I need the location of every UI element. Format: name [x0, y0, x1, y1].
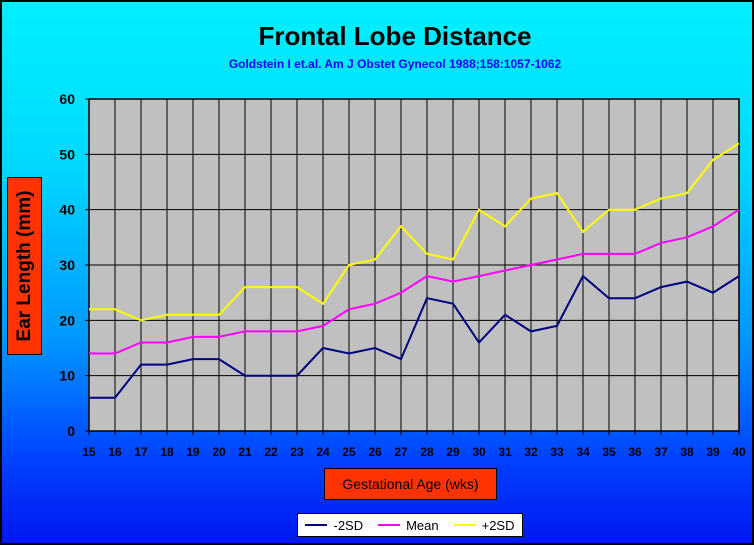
x-tick-label: 35 [602, 445, 616, 459]
legend-label-mean: Mean [406, 517, 439, 533]
x-tick-label: 20 [212, 445, 226, 459]
x-tick-label: 24 [316, 445, 330, 459]
y-axis-label-box: Ear Length (mm) [7, 177, 42, 355]
y-tick-label: 30 [59, 257, 75, 273]
x-tick-label: 38 [680, 445, 694, 459]
x-tick-label: 27 [394, 445, 408, 459]
x-tick-label: 40 [732, 445, 746, 459]
y-tick-label: 60 [59, 91, 75, 107]
x-tick-label: 23 [290, 445, 304, 459]
legend-item-plus2sd: +2SD [453, 517, 515, 533]
legend-swatch-plus2sd [453, 524, 476, 526]
x-tick-label: 15 [82, 445, 96, 459]
y-tick-label: 0 [67, 423, 75, 439]
legend-swatch-minus2sd [305, 524, 328, 526]
x-tick-label: 30 [472, 445, 486, 459]
x-tick-label: 37 [654, 445, 668, 459]
y-tick-label: 40 [59, 202, 75, 218]
x-tick-label: 19 [186, 445, 200, 459]
x-tick-label: 36 [628, 445, 642, 459]
plot-border [88, 98, 740, 432]
x-tick-label: 28 [420, 445, 434, 459]
x-tick-label: 16 [108, 445, 122, 459]
x-tick-label: 18 [160, 445, 174, 459]
x-tick-label: 34 [576, 445, 590, 459]
legend-label-minus2sd: -2SD [333, 517, 364, 533]
x-tick-label: 17 [134, 445, 148, 459]
x-tick-label: 25 [342, 445, 356, 459]
y-axis-label: Ear Length (mm) [13, 190, 35, 342]
x-tick-label: 29 [446, 445, 460, 459]
x-tick-label: 31 [498, 445, 512, 459]
chart-subtitle: Goldstein I et.al. Am J Obstet Gynecol 1… [228, 57, 562, 71]
x-tick-label: 39 [706, 445, 720, 459]
chart-title: Frontal Lobe Distance [258, 21, 532, 51]
x-axis-label: Gestational Age (wks) [342, 476, 479, 492]
series-line-mean [89, 208, 740, 355]
legend-item-mean: Mean [378, 518, 439, 533]
y-tick-label: 50 [59, 146, 75, 162]
x-tick-label: 22 [264, 445, 278, 459]
legend: -2SD Mean +2SD [297, 513, 523, 537]
x-tick-label: 33 [550, 445, 564, 459]
y-tick-label: 20 [59, 312, 75, 328]
x-axis-label-box: Gestational Age (wks) [324, 468, 497, 500]
legend-item-minus2sd: -2SD [305, 518, 363, 533]
x-tick-label: 21 [238, 445, 252, 459]
x-tick-label: 32 [524, 445, 538, 459]
y-tick-label: 10 [59, 368, 75, 384]
series-line-plus2sd [89, 142, 740, 322]
x-tick-label: 26 [368, 445, 382, 459]
legend-label-plus2sd: +2SD [481, 517, 515, 533]
legend-swatch-mean [378, 524, 401, 526]
series-line-minus2sd [89, 274, 740, 399]
